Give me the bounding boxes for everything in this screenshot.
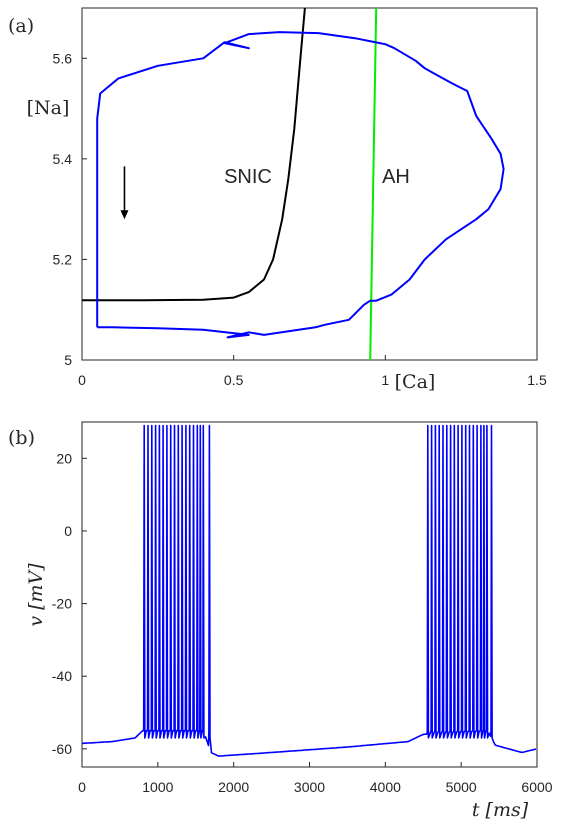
panel-a-xtick-label: 1.5 xyxy=(527,372,547,388)
panel-a-ytick-label: 5.6 xyxy=(53,50,73,66)
panel-b-ticks: 0 1000 2000 3000 4000 5000 6000 -60 -40 -20 0 20 xyxy=(52,450,553,795)
trajectory-curve xyxy=(96,31,505,339)
panel-b-ylabel: v [mV] xyxy=(25,563,47,627)
panel-b-xtick-label: 2000 xyxy=(218,779,249,795)
panel-a-ticks: 0 0.5 1 1.5 5 5.2 5.4 5.6 xyxy=(53,50,547,388)
arrow-head xyxy=(120,210,129,220)
panel-a-xtick-label: 0.5 xyxy=(224,372,244,388)
panel-b-label: (b) xyxy=(8,427,35,449)
panel-b-ytick-label: -60 xyxy=(52,741,72,757)
panel-a-ylabel: [Na] xyxy=(27,97,70,119)
voltage-trace xyxy=(81,424,537,757)
direction-arrow xyxy=(120,166,129,220)
panel-b-xtick-label: 6000 xyxy=(521,779,552,795)
panel-a: (a) 0 0.5 1 1.5 5 5.2 5.4 5.6 [Ca] [Na] SNIC AH xyxy=(8,7,547,393)
panel-a-ytick-label: 5 xyxy=(64,352,72,368)
panel-a-label: (a) xyxy=(8,15,34,37)
panel-b-xtick-label: 4000 xyxy=(370,779,401,795)
panel-b-xtick-label: 0 xyxy=(78,779,86,795)
ah-curve xyxy=(369,8,378,360)
panel-b: (b) 0 1000 2000 3000 4000 5000 6000 -60 -40 -20 0 2… xyxy=(8,421,553,821)
panel-b-xtick-label: 5000 xyxy=(446,779,477,795)
snic-curve xyxy=(82,8,306,302)
panel-b-xlabel: t [ms] xyxy=(472,799,529,821)
panel-b-ytick-label: -20 xyxy=(52,596,72,612)
panel-b-ytick-label: 0 xyxy=(64,523,72,539)
panel-b-ytick-label: -40 xyxy=(52,668,72,684)
annotation-snic: SNIC xyxy=(224,166,272,188)
panel-b-xtick-label: 3000 xyxy=(294,779,325,795)
annotation-ah: AH xyxy=(382,166,410,188)
panel-a-ytick-label: 5.2 xyxy=(53,251,73,267)
panel-b-ytick-label: 20 xyxy=(56,450,72,466)
panel-a-axes-box xyxy=(81,7,538,361)
panel-b-series xyxy=(81,424,537,757)
panel-a-xtick-label: 0 xyxy=(78,372,86,388)
panel-a-xlabel: [Ca] xyxy=(395,371,436,393)
panel-a-ytick-label: 5.4 xyxy=(53,151,73,167)
panel-b-xtick-label: 1000 xyxy=(142,779,173,795)
panel-a-xtick-label: 1 xyxy=(381,372,389,388)
panel-a-series xyxy=(82,8,505,360)
